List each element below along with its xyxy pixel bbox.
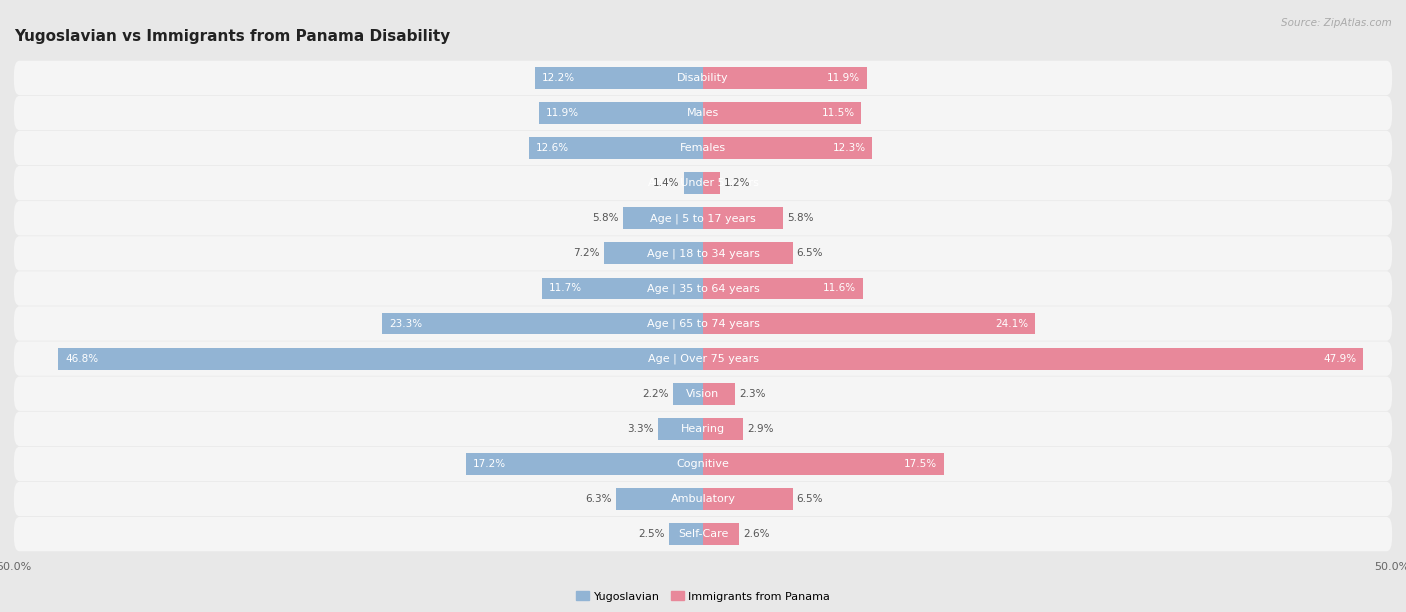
Text: 2.6%: 2.6% xyxy=(742,529,769,539)
FancyBboxPatch shape xyxy=(14,307,1392,341)
FancyBboxPatch shape xyxy=(14,166,1392,200)
Text: Ambulatory: Ambulatory xyxy=(671,494,735,504)
Text: 2.9%: 2.9% xyxy=(747,424,773,434)
Text: 3.3%: 3.3% xyxy=(627,424,654,434)
Text: 7.2%: 7.2% xyxy=(574,248,599,258)
Text: 46.8%: 46.8% xyxy=(65,354,98,364)
Text: Vision: Vision xyxy=(686,389,720,399)
Text: Age | 5 to 17 years: Age | 5 to 17 years xyxy=(650,213,756,223)
Bar xyxy=(623,207,703,229)
Text: 11.5%: 11.5% xyxy=(821,108,855,118)
Text: 24.1%: 24.1% xyxy=(995,319,1028,329)
Text: 6.5%: 6.5% xyxy=(797,494,823,504)
Text: 11.7%: 11.7% xyxy=(548,283,582,293)
Bar xyxy=(538,102,703,124)
FancyBboxPatch shape xyxy=(14,482,1392,516)
Text: Disability: Disability xyxy=(678,73,728,83)
Bar xyxy=(541,278,703,299)
Bar xyxy=(703,278,863,299)
Bar xyxy=(703,67,868,89)
Text: 47.9%: 47.9% xyxy=(1323,354,1357,364)
Text: 12.6%: 12.6% xyxy=(536,143,569,153)
Bar xyxy=(703,207,783,229)
Text: Age | 18 to 34 years: Age | 18 to 34 years xyxy=(647,248,759,259)
Text: Males: Males xyxy=(688,108,718,118)
Bar xyxy=(703,418,742,439)
Bar xyxy=(703,313,1035,334)
Text: 11.6%: 11.6% xyxy=(823,283,856,293)
Bar xyxy=(703,102,862,124)
FancyBboxPatch shape xyxy=(14,201,1392,236)
Text: 17.5%: 17.5% xyxy=(904,459,938,469)
Bar xyxy=(703,383,735,405)
Bar xyxy=(703,453,945,475)
FancyBboxPatch shape xyxy=(14,236,1392,271)
Bar xyxy=(658,418,703,439)
Bar xyxy=(703,488,793,510)
Bar xyxy=(603,242,703,264)
Bar xyxy=(616,488,703,510)
Text: Age | 65 to 74 years: Age | 65 to 74 years xyxy=(647,318,759,329)
Text: 1.2%: 1.2% xyxy=(724,178,751,188)
FancyBboxPatch shape xyxy=(14,341,1392,376)
Bar xyxy=(703,523,738,545)
Text: 2.5%: 2.5% xyxy=(638,529,665,539)
Text: 23.3%: 23.3% xyxy=(389,319,422,329)
FancyBboxPatch shape xyxy=(14,271,1392,305)
Text: 17.2%: 17.2% xyxy=(472,459,506,469)
Text: Cognitive: Cognitive xyxy=(676,459,730,469)
Bar xyxy=(465,453,703,475)
Text: 5.8%: 5.8% xyxy=(787,213,814,223)
Text: 6.3%: 6.3% xyxy=(585,494,612,504)
FancyBboxPatch shape xyxy=(14,376,1392,411)
Text: Self-Care: Self-Care xyxy=(678,529,728,539)
Legend: Yugoslavian, Immigrants from Panama: Yugoslavian, Immigrants from Panama xyxy=(575,591,831,602)
Text: 2.3%: 2.3% xyxy=(738,389,765,399)
Bar xyxy=(703,242,793,264)
FancyBboxPatch shape xyxy=(14,96,1392,130)
Text: 6.5%: 6.5% xyxy=(797,248,823,258)
Text: Age | Over 75 years: Age | Over 75 years xyxy=(648,353,758,364)
Text: Yugoslavian vs Immigrants from Panama Disability: Yugoslavian vs Immigrants from Panama Di… xyxy=(14,29,450,44)
Text: 2.2%: 2.2% xyxy=(643,389,669,399)
Text: 11.9%: 11.9% xyxy=(827,73,860,83)
FancyBboxPatch shape xyxy=(14,447,1392,481)
Text: Age | Under 5 years: Age | Under 5 years xyxy=(648,178,758,188)
Text: 12.3%: 12.3% xyxy=(832,143,866,153)
FancyBboxPatch shape xyxy=(14,517,1392,551)
Text: 5.8%: 5.8% xyxy=(592,213,619,223)
Text: 12.2%: 12.2% xyxy=(541,73,575,83)
FancyBboxPatch shape xyxy=(14,412,1392,446)
Bar xyxy=(703,348,1362,370)
Bar xyxy=(703,137,873,159)
Text: Females: Females xyxy=(681,143,725,153)
Bar xyxy=(672,383,703,405)
Bar xyxy=(534,67,703,89)
Text: 1.4%: 1.4% xyxy=(652,178,679,188)
Bar xyxy=(58,348,703,370)
Bar xyxy=(669,523,703,545)
Bar xyxy=(382,313,703,334)
FancyBboxPatch shape xyxy=(14,61,1392,95)
Text: Source: ZipAtlas.com: Source: ZipAtlas.com xyxy=(1281,18,1392,28)
Bar xyxy=(683,173,703,194)
Text: Hearing: Hearing xyxy=(681,424,725,434)
Text: 11.9%: 11.9% xyxy=(546,108,579,118)
Bar xyxy=(530,137,703,159)
Text: Age | 35 to 64 years: Age | 35 to 64 years xyxy=(647,283,759,294)
FancyBboxPatch shape xyxy=(14,131,1392,165)
Bar xyxy=(703,173,720,194)
